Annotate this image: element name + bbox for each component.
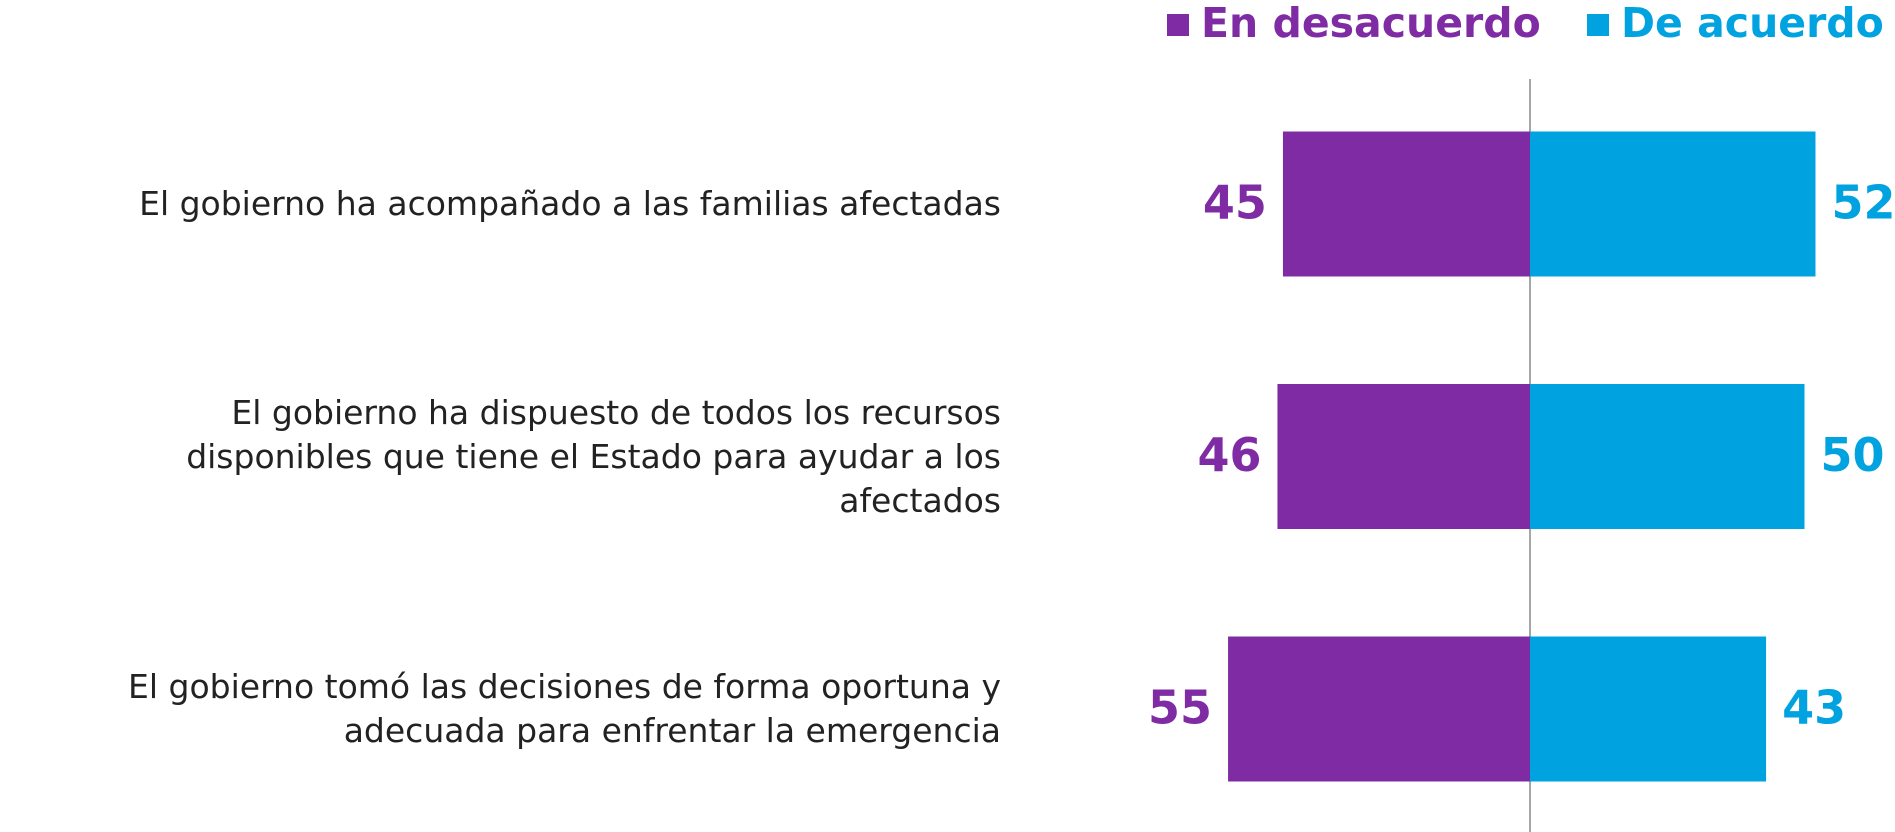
category-label: El gobierno tomó las decisiones de forma… <box>128 667 1001 750</box>
bar <box>1530 636 1767 782</box>
bar <box>1277 384 1530 529</box>
value-label: 45 <box>1203 176 1267 230</box>
value-label: 43 <box>1782 681 1846 735</box>
category-label: El gobierno ha dispuesto de todos los re… <box>186 392 1001 520</box>
legend-label: En desacuerdo <box>1201 0 1541 47</box>
value-label: 55 <box>1148 681 1212 735</box>
value-label: 52 <box>1831 176 1895 230</box>
legend-label: De acuerdo <box>1621 0 1884 47</box>
category-label: El gobierno ha acompañado a las familias… <box>139 184 1001 223</box>
bar <box>1282 131 1530 277</box>
bar <box>1228 636 1530 782</box>
legend-swatch <box>1587 14 1609 36</box>
value-label: 50 <box>1821 428 1885 482</box>
bar <box>1530 131 1816 277</box>
value-label: 46 <box>1197 428 1261 482</box>
legend-swatch <box>1167 14 1189 36</box>
bar <box>1530 384 1805 529</box>
